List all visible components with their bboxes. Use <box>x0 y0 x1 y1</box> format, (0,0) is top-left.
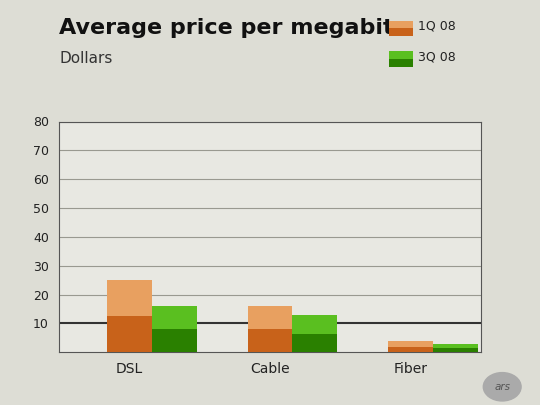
Bar <box>433 348 478 352</box>
Text: Average price per megabit: Average price per megabit <box>59 18 394 38</box>
Text: ars: ars <box>494 382 510 392</box>
Bar <box>107 316 152 352</box>
Bar <box>247 329 293 352</box>
Bar <box>433 344 478 348</box>
Bar <box>152 329 197 352</box>
Text: 3Q 08: 3Q 08 <box>418 50 456 63</box>
Text: 1Q 08: 1Q 08 <box>418 20 456 33</box>
Text: Dollars: Dollars <box>59 51 113 66</box>
Bar <box>388 347 433 352</box>
Bar <box>388 341 433 347</box>
Bar <box>107 280 152 316</box>
Bar <box>293 334 338 352</box>
Bar <box>293 315 338 334</box>
Bar <box>152 306 197 329</box>
Bar <box>247 306 293 329</box>
